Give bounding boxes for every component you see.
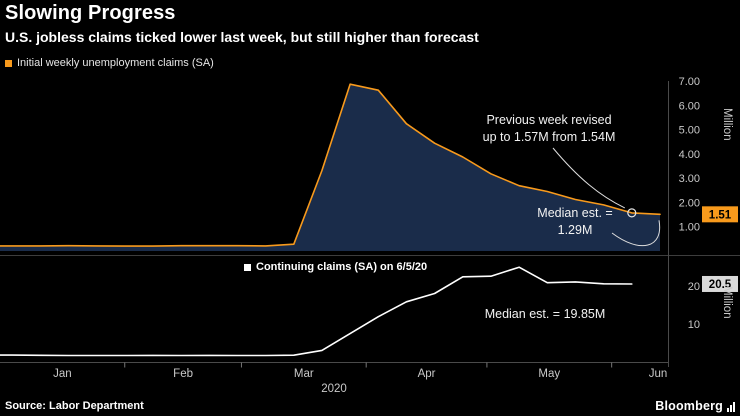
initial-claims-area — [0, 84, 660, 251]
continuing-claims-last-value-badge — [702, 275, 738, 292]
initial-claims-last-value-label: 1.51 — [709, 209, 732, 221]
y-tick-label: 20 — [688, 281, 700, 293]
y-tick-label: 5.00 — [679, 125, 700, 137]
x-axis-month-label: May — [538, 368, 560, 380]
legend-initial-claims-label: Initial weekly unemployment claims (SA) — [17, 57, 214, 69]
y-tick-label: 10 — [688, 319, 700, 331]
bloomberg-chart-icon — [727, 402, 735, 412]
annotation-arrow-median — [611, 220, 661, 247]
y-tick-label: 1.00 — [679, 222, 700, 234]
initial-claims-last-value-badge — [702, 206, 738, 223]
x-axis-month-label: Jun — [649, 368, 668, 380]
x-axis-year-label: 2020 — [321, 383, 347, 395]
x-axis-month-label: Feb — [173, 368, 193, 380]
source-label: Source: Labor Department — [5, 400, 144, 412]
legend-initial-claims: Initial weekly unemployment claims (SA) — [5, 57, 214, 69]
y-tick-label: 6.00 — [679, 100, 700, 112]
x-axis-month-label: Mar — [294, 368, 314, 380]
chart-subtitle: U.S. jobless claims ticked lower last we… — [5, 29, 479, 45]
y-tick-label: 3.00 — [679, 173, 700, 185]
y-tick-label: 2.00 — [679, 197, 700, 209]
bloomberg-logo: Bloomberg — [655, 399, 735, 413]
y-tick-label: 4.00 — [679, 149, 700, 161]
annotation-arrow-revision — [552, 147, 626, 209]
y-tick-label: 7.00 — [679, 76, 700, 88]
bloomberg-wordmark: Bloomberg — [655, 399, 723, 413]
revised-point-marker — [627, 208, 637, 218]
legend-continuing-claims: Continuing claims (SA) on 6/5/20 — [244, 261, 427, 273]
page-title: Slowing Progress — [5, 2, 176, 24]
x-axis-month-label: Apr — [418, 368, 436, 380]
continuing-claims-line — [0, 266, 633, 357]
x-axis-month-label: Jan — [53, 368, 72, 380]
y-axis-unit-top: Million — [721, 108, 733, 141]
footer: Source: Labor Department Bloomberg — [0, 396, 740, 416]
initial-claims-line — [0, 83, 661, 247]
continuing-claims-last-value-label: 20.5 — [709, 279, 732, 291]
legend-swatch-orange — [5, 59, 12, 67]
legend-swatch-white — [244, 263, 251, 271]
y-axis-unit-bottom: Million — [721, 286, 733, 319]
legend-continuing-claims-label: Continuing claims (SA) on 6/5/20 — [256, 261, 428, 273]
